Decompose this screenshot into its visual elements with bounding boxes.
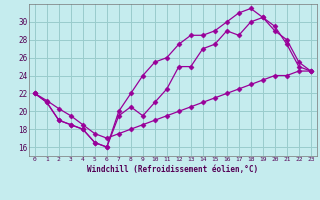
- X-axis label: Windchill (Refroidissement éolien,°C): Windchill (Refroidissement éolien,°C): [87, 165, 258, 174]
